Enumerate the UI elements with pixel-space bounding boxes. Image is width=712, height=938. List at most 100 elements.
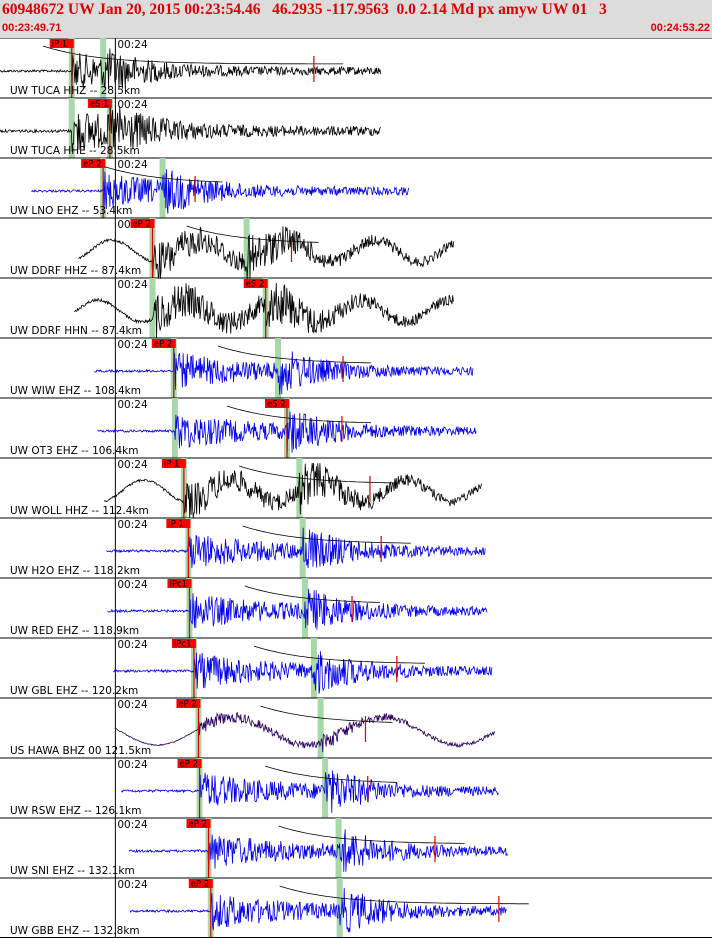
waveform-trace — [128, 829, 508, 872]
pick-box — [166, 519, 191, 528]
station-label: UW GBL EHZ -- 120.2km — [10, 685, 138, 697]
pick-label: eP 2 — [180, 760, 198, 770]
pick-box — [176, 699, 201, 708]
minute-label: 00:24 — [117, 99, 148, 111]
station-label: UW OT3 EHZ -- 106.4km — [10, 445, 138, 457]
station-label: UW TUCA HHE -- 28.5km — [10, 145, 140, 157]
station-label: UW SNI EHZ -- 132.1km — [10, 865, 135, 877]
station-row: 00:24 iP 1 UW WOLL HHZ -- 112.4km — [0, 457, 712, 519]
station-row: 00:24 eS 2 UW OT3 EHZ -- 106.4km — [0, 397, 712, 458]
pick-label: eP 2 — [83, 160, 101, 170]
station-label: UW LNO EHZ -- 53.4km — [10, 205, 132, 217]
coda-curve — [242, 525, 411, 544]
station-row: 00:24 eP 2 UW LNO EHZ -- 53.4km — [0, 157, 712, 218]
pick-label: eP 2 — [191, 880, 209, 890]
pick-box — [130, 219, 155, 228]
waveform-trace — [0, 48, 382, 90]
minute-label: 00:24 — [117, 39, 148, 51]
minute-label: 00:24 — [117, 819, 148, 831]
pick-label: eP 2 — [132, 220, 150, 230]
waveform-trace — [129, 887, 507, 933]
minute-label: 00:24 — [117, 159, 148, 171]
s-arrival-band — [296, 458, 303, 518]
p-arrival-band — [68, 98, 75, 158]
waveform-trace — [106, 527, 486, 569]
p-arrival-band — [149, 278, 156, 338]
pick-box — [264, 399, 289, 408]
minute-label: 00:24 — [117, 279, 148, 291]
pick-label: iP 1 — [52, 40, 68, 50]
coda-curve — [42, 45, 344, 65]
station-row: 00:24 iPc1 UW RED EHZ -- 118.9km — [0, 577, 712, 638]
pick-label: eP 2 — [189, 820, 207, 830]
coda-curve — [239, 465, 399, 484]
waveform-trace — [31, 169, 410, 214]
coda-curve — [244, 585, 380, 603]
coda-curve — [279, 885, 529, 905]
pick-label: iP 1 — [168, 520, 184, 530]
pick-box — [186, 819, 211, 828]
s-arrival-band — [243, 218, 250, 278]
station-row: 00:24 eP 2 US HAWA BHZ 00 121.5km — [0, 697, 712, 758]
pick-label: eS 1 — [90, 100, 109, 110]
window-start-time: 00:23:49.71 — [2, 22, 62, 34]
pick-label: iP 1 — [164, 460, 180, 470]
pick-box — [161, 459, 186, 468]
s-arrival-band — [275, 338, 282, 398]
waveform-trace — [78, 226, 455, 280]
station-label: UW RSW EHZ -- 126.1km — [10, 805, 141, 817]
seismogram-panel: 00:24 iP 1 UW TUCA HHZ -- 28.5km 00:24 eS 1 U… — [0, 38, 712, 938]
pick-label: eS 2 — [246, 280, 265, 290]
minute-label: 00:24 — [117, 339, 148, 351]
station-label: UW WOLL HHZ -- 112.4km — [10, 505, 149, 517]
station-label: UW GBB EHZ -- 132.8km — [10, 925, 140, 937]
waveform-trace — [120, 770, 499, 813]
station-row: 00:24 eP 2 UW GBB EHZ -- 132.8km — [0, 877, 712, 938]
pick-label: iPc1 — [174, 640, 192, 650]
event-title: 60948672 UW Jan 20, 2015 00:23:54.46 46.… — [2, 1, 607, 18]
station-label: UW WIW EHZ -- 108.4km — [10, 385, 141, 397]
station-label: UW DDRF HHZ -- 87.4km — [10, 265, 141, 277]
station-row: 00:24 iPc1 UW GBL EHZ -- 120.2km — [0, 637, 712, 698]
station-row: 00:24 iP 1 UW TUCA HHZ -- 28.5km — [0, 38, 712, 98]
pick-box — [81, 159, 106, 168]
pick-box — [87, 99, 112, 108]
waveform-trace — [0, 106, 382, 152]
pick-label: eP 2 — [154, 340, 172, 350]
minute-label: 00:24 — [117, 759, 148, 771]
pick-box — [49, 39, 74, 48]
station-label: UW TUCA HHZ -- 28.5km — [10, 85, 140, 97]
pick-box — [177, 759, 202, 768]
minute-label: 00:24 — [117, 519, 148, 531]
minute-label: 00:24 — [117, 699, 148, 711]
waveform-trace — [113, 651, 493, 694]
station-row: 00:24 iP 1 UW H2O EHZ -- 118.2km — [0, 517, 712, 578]
waveform-trace — [73, 282, 454, 339]
waveform-trace — [103, 462, 482, 519]
station-label: UW RED EHZ -- 118.9km — [10, 625, 139, 637]
coda-curve — [102, 165, 223, 183]
pick-box — [167, 579, 192, 588]
pick-label: eP 2 — [178, 700, 196, 710]
s-arrival-band — [317, 698, 324, 758]
pick-label: eS 2 — [267, 400, 286, 410]
waveform-trace — [115, 711, 496, 753]
coda-curve — [186, 225, 319, 243]
p-arrival-band — [171, 398, 178, 458]
waveform-trace — [94, 351, 474, 395]
minute-label: 00:24 — [117, 879, 148, 891]
pick-box — [243, 279, 268, 288]
minute-label: 00:24 — [117, 399, 148, 411]
station-label: UW H2O EHZ -- 118.2km — [10, 565, 140, 577]
coda-curve — [226, 405, 372, 424]
minute-label: 00:24 — [117, 459, 148, 471]
s-arrival-band — [310, 638, 317, 698]
coda-curve — [253, 645, 425, 664]
minute-label: 00:24 — [117, 579, 148, 591]
window-end-time: 00:24:53.22 — [650, 22, 710, 34]
station-row: 00:24 eS 2 UW DDRF HHN -- 87.4km — [0, 277, 712, 339]
coda-curve — [264, 765, 398, 783]
pick-box — [171, 639, 196, 648]
coda-curve — [278, 825, 465, 844]
